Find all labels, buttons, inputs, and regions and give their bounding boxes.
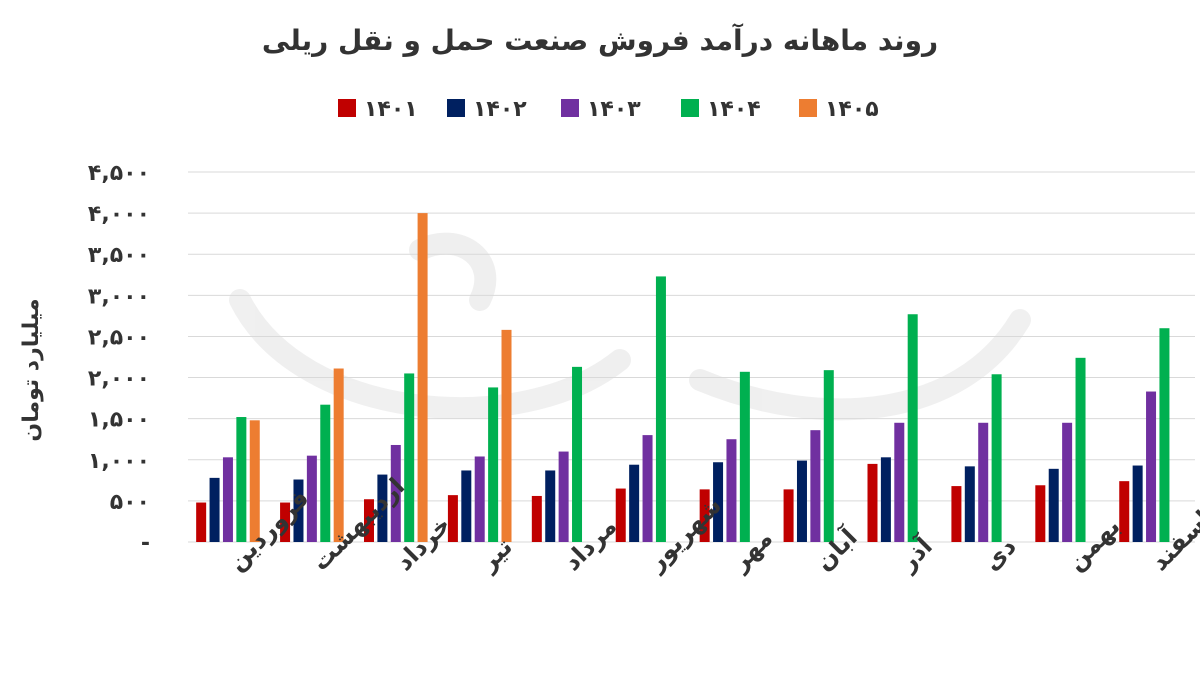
y-axis-label: میلیارد تومان: [19, 298, 44, 441]
y-tick-label: ۴,۵۰۰: [88, 161, 150, 186]
bar: [991, 374, 1002, 542]
bar: [907, 314, 918, 542]
legend-label: ۱۴۰۵: [825, 97, 879, 122]
bar: [699, 489, 710, 542]
bar: [249, 420, 260, 542]
bar: [461, 470, 472, 542]
bar: [629, 464, 640, 542]
bar: [209, 477, 220, 542]
y-tick-label: ۵۰۰: [110, 490, 150, 515]
bars: [196, 213, 1170, 542]
legend-swatch: [799, 99, 817, 117]
bar: [404, 373, 415, 542]
bar: [236, 417, 247, 542]
bar: [726, 439, 737, 542]
legend: ۱۴۰۱ ۱۴۰۲ ۱۴۰۳ ۱۴۰۴ ۱۴۰۵: [338, 97, 879, 122]
y-tick-label: ۲,۵۰۰: [88, 325, 150, 350]
y-tick-label: ۱,۵۰۰: [88, 408, 150, 433]
bar: [222, 457, 233, 542]
bar: [1035, 485, 1046, 542]
bar: [306, 455, 317, 542]
bar: [655, 276, 666, 542]
bar: [1146, 391, 1157, 542]
bar: [293, 479, 304, 542]
bar: [501, 329, 512, 542]
y-tick-label: ۲,۰۰۰: [88, 367, 150, 392]
bar: [531, 495, 542, 542]
bar: [545, 470, 556, 542]
bar: [978, 422, 989, 542]
bar: [1159, 328, 1170, 542]
bar: [1062, 422, 1073, 542]
y-tick-label: ۳,۵۰۰: [88, 243, 150, 268]
bar: [1132, 465, 1143, 542]
bar: [474, 456, 485, 542]
bar: [783, 489, 794, 542]
bar: [713, 462, 724, 542]
bar: [964, 466, 975, 542]
bar: [417, 213, 428, 542]
y-tick-label: ۳,۰۰۰: [88, 284, 150, 309]
y-tick-label: -: [141, 531, 150, 556]
y-tick-label: ۱,۰۰۰: [88, 449, 150, 474]
bar: [196, 502, 207, 542]
bar: [823, 370, 834, 542]
legend-swatch: [681, 99, 699, 117]
bar: [377, 474, 388, 542]
bar: [363, 499, 374, 542]
bar: [615, 488, 626, 542]
y-tick-label: ۴,۰۰۰: [88, 202, 150, 227]
bar: [894, 422, 905, 542]
y-axis-ticks: - ۵۰۰ ۱,۰۰۰ ۱,۵۰۰ ۲,۰۰۰ ۲,۵۰۰ ۳,۰۰۰ ۳,۵۰۰ ۴,۰۰۰ ۴…: [88, 161, 150, 556]
bar: [1119, 481, 1130, 542]
legend-label: ۱۴۰۴: [707, 97, 761, 122]
watermark: [229, 232, 1031, 421]
bar: [488, 387, 499, 542]
bar: [280, 502, 291, 542]
bar: [333, 368, 344, 542]
gridlines: [188, 171, 1195, 543]
bar: [880, 457, 891, 542]
bar: [951, 486, 962, 542]
legend-swatch: [447, 99, 465, 117]
chart-title: روند ماهانه درآمد فروش صنعت حمل و نقل ری…: [262, 23, 938, 57]
legend-label: ۱۴۰۲: [473, 97, 527, 122]
bar: [320, 404, 331, 542]
legend-swatch: [561, 99, 579, 117]
bar: [390, 444, 401, 542]
bar: [739, 371, 750, 542]
legend-label: ۱۴۰۳: [587, 97, 641, 122]
bar: [572, 366, 583, 542]
bar: [447, 495, 458, 542]
legend-label: ۱۴۰۱: [364, 97, 418, 122]
bar: [810, 430, 821, 542]
legend-swatch: [338, 99, 356, 117]
bar: [796, 460, 807, 542]
bar: [558, 451, 569, 542]
bar: [867, 463, 878, 542]
bar: [1048, 468, 1059, 542]
bar: [1075, 357, 1086, 542]
bar: [642, 435, 653, 542]
